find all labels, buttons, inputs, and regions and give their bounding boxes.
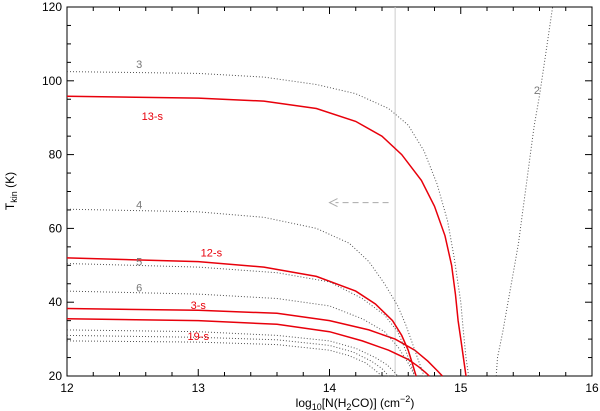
series-line-12-s xyxy=(66,257,417,377)
series-label-3: 3 xyxy=(136,59,142,71)
y-tick-label-4: 100 xyxy=(42,74,62,88)
label-layer: 13-s 12-s 3-s 19-s 3 4 5 6 2 xyxy=(136,59,540,343)
marker-layer xyxy=(328,7,396,376)
x-tick-label-1: 13 xyxy=(192,381,206,395)
y-tick-label-3: 80 xyxy=(49,148,63,162)
contour-line-3 xyxy=(66,71,470,377)
contour-line-4 xyxy=(66,208,425,377)
x-tick-label-2: 14 xyxy=(323,381,337,395)
series-label-4: 4 xyxy=(136,199,142,211)
series-line-13-s xyxy=(66,95,467,377)
series-label-19-s: 19-s xyxy=(188,331,210,343)
contour-line-2 xyxy=(495,6,554,377)
x-tick-label-0: 12 xyxy=(60,381,74,395)
x-axis-title: log10[N(H2CO)] (cm−2) xyxy=(296,394,415,411)
axis-ticks: 12 13 14 15 16 20 40 60 80 100 120 xyxy=(42,0,599,395)
series-label-6: 6 xyxy=(136,282,142,294)
contour-line-unlabeled-10 xyxy=(66,340,383,377)
series-layer xyxy=(66,6,554,377)
x-tick-label-4: 16 xyxy=(585,381,599,395)
y-tick-label-1: 40 xyxy=(49,295,63,309)
contour-line-unlabeled-9 xyxy=(66,334,389,377)
contour-line-6 xyxy=(66,290,416,377)
series-label-5: 5 xyxy=(136,257,142,269)
y-axis-title: Tkin (K) xyxy=(3,172,19,210)
x-tick-label-3: 15 xyxy=(454,381,468,395)
series-label-12-s: 12-s xyxy=(201,247,223,259)
y-tick-label-2: 60 xyxy=(49,221,63,235)
y-tick-label-5: 120 xyxy=(42,0,62,14)
series-label-13-s: 13-s xyxy=(142,111,164,123)
series-label-3-s: 3-s xyxy=(191,300,207,312)
y-tick-label-0: 20 xyxy=(49,369,63,383)
arrow-head xyxy=(328,198,338,208)
series-line-19-s xyxy=(66,318,430,377)
series-line-3-s xyxy=(66,307,443,377)
series-label-2: 2 xyxy=(534,85,540,97)
